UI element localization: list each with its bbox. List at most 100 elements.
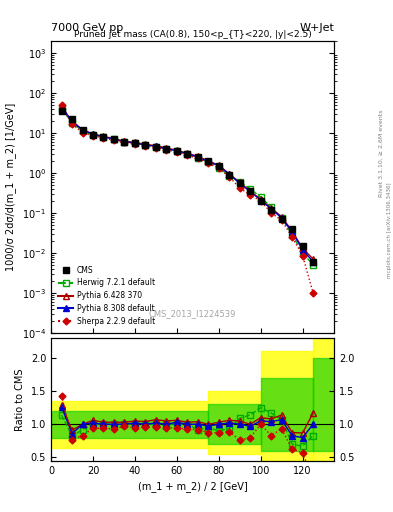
- Pythia 8.308 default: [143, 142, 148, 148]
- CMS: [206, 158, 211, 164]
- Sherpa 2.2.9 default: [258, 198, 263, 204]
- Herwig 7.2.1 default: [80, 128, 85, 134]
- Pythia 8.308 default: [237, 180, 242, 186]
- Sherpa 2.2.9 default: [132, 141, 137, 147]
- CMS: [217, 163, 221, 169]
- Pythia 6.428 370: [195, 153, 200, 159]
- Sherpa 2.2.9 default: [112, 137, 116, 143]
- Sherpa 2.2.9 default: [279, 217, 284, 223]
- Herwig 7.2.1 default: [59, 106, 64, 112]
- Herwig 7.2.1 default: [206, 159, 211, 165]
- Pythia 8.308 default: [206, 158, 211, 164]
- CMS: [227, 172, 231, 178]
- CMS: [237, 180, 242, 186]
- Legend: CMS, Herwig 7.2.1 default, Pythia 6.428 370, Pythia 8.308 default, Sherpa 2.2.9 : CMS, Herwig 7.2.1 default, Pythia 6.428 …: [55, 263, 158, 329]
- Herwig 7.2.1 default: [91, 132, 95, 138]
- Pythia 8.308 default: [70, 119, 74, 125]
- Herwig 7.2.1 default: [174, 148, 179, 154]
- Text: mcplots.cern.ch [arXiv:1306.3436]: mcplots.cern.ch [arXiv:1306.3436]: [387, 183, 391, 278]
- Pythia 8.308 default: [164, 146, 169, 152]
- Sherpa 2.2.9 default: [300, 252, 305, 259]
- Herwig 7.2.1 default: [311, 262, 316, 268]
- Pythia 6.428 370: [311, 256, 316, 262]
- Line: Herwig 7.2.1 default: Herwig 7.2.1 default: [59, 106, 316, 268]
- Herwig 7.2.1 default: [227, 173, 231, 179]
- Pythia 8.308 default: [59, 104, 64, 110]
- Pythia 6.428 370: [185, 150, 190, 156]
- Sherpa 2.2.9 default: [227, 174, 231, 180]
- Pythia 6.428 370: [248, 188, 253, 194]
- Herwig 7.2.1 default: [132, 140, 137, 146]
- Sherpa 2.2.9 default: [206, 160, 211, 166]
- Herwig 7.2.1 default: [269, 204, 274, 210]
- Herwig 7.2.1 default: [195, 155, 200, 161]
- Herwig 7.2.1 default: [290, 232, 294, 238]
- Herwig 7.2.1 default: [70, 120, 74, 126]
- Pythia 8.308 default: [258, 197, 263, 203]
- Sherpa 2.2.9 default: [174, 149, 179, 155]
- Sherpa 2.2.9 default: [143, 143, 148, 149]
- Pythia 6.428 370: [70, 118, 74, 124]
- Pythia 8.308 default: [112, 136, 116, 142]
- Pythia 6.428 370: [91, 131, 95, 137]
- Herwig 7.2.1 default: [112, 136, 116, 142]
- CMS: [300, 243, 305, 249]
- Herwig 7.2.1 default: [154, 144, 158, 150]
- Y-axis label: 1000/σ 2dσ/d(m_1 + m_2) [1/GeV]: 1000/σ 2dσ/d(m_1 + m_2) [1/GeV]: [6, 103, 17, 271]
- Line: Sherpa 2.2.9 default: Sherpa 2.2.9 default: [59, 102, 316, 295]
- Sherpa 2.2.9 default: [164, 146, 169, 153]
- CMS: [112, 136, 116, 142]
- Pythia 6.428 370: [300, 245, 305, 251]
- CMS: [269, 207, 274, 213]
- Line: Pythia 6.428 370: Pythia 6.428 370: [59, 104, 316, 262]
- CMS: [132, 140, 137, 146]
- Text: CMS_2013_I1224539: CMS_2013_I1224539: [149, 309, 236, 318]
- Pythia 6.428 370: [258, 196, 263, 202]
- Text: 7000 GeV pp: 7000 GeV pp: [51, 23, 123, 33]
- Pythia 6.428 370: [279, 214, 284, 220]
- CMS: [101, 134, 106, 140]
- Herwig 7.2.1 default: [101, 134, 106, 140]
- Sherpa 2.2.9 default: [70, 121, 74, 127]
- Pythia 8.308 default: [185, 151, 190, 157]
- X-axis label: (m_1 + m_2) / 2 [GeV]: (m_1 + m_2) / 2 [GeV]: [138, 481, 248, 492]
- Pythia 8.308 default: [195, 154, 200, 160]
- Pythia 6.428 370: [206, 158, 211, 164]
- Pythia 8.308 default: [91, 131, 95, 137]
- Pythia 8.308 default: [279, 215, 284, 221]
- Pythia 8.308 default: [290, 229, 294, 235]
- CMS: [59, 108, 64, 114]
- Sherpa 2.2.9 default: [237, 185, 242, 191]
- Herwig 7.2.1 default: [217, 165, 221, 171]
- Herwig 7.2.1 default: [122, 139, 127, 145]
- Sherpa 2.2.9 default: [195, 155, 200, 161]
- Pythia 8.308 default: [248, 188, 253, 195]
- Sherpa 2.2.9 default: [217, 165, 221, 172]
- CMS: [80, 126, 85, 133]
- Sherpa 2.2.9 default: [154, 144, 158, 151]
- Pythia 6.428 370: [80, 126, 85, 133]
- Sherpa 2.2.9 default: [290, 234, 294, 240]
- CMS: [122, 139, 127, 145]
- Pythia 6.428 370: [132, 139, 137, 145]
- Pythia 8.308 default: [101, 134, 106, 140]
- Pythia 6.428 370: [269, 205, 274, 211]
- Pythia 8.308 default: [174, 147, 179, 154]
- Sherpa 2.2.9 default: [248, 192, 253, 198]
- Text: W+Jet: W+Jet: [299, 23, 334, 33]
- Sherpa 2.2.9 default: [59, 102, 64, 108]
- Pythia 6.428 370: [164, 145, 169, 151]
- Pythia 8.308 default: [132, 140, 137, 146]
- CMS: [248, 188, 253, 194]
- Herwig 7.2.1 default: [164, 146, 169, 152]
- Herwig 7.2.1 default: [258, 194, 263, 200]
- Herwig 7.2.1 default: [279, 215, 284, 221]
- Herwig 7.2.1 default: [143, 142, 148, 148]
- Pythia 8.308 default: [311, 259, 316, 265]
- Pythia 6.428 370: [112, 136, 116, 142]
- Pythia 8.308 default: [154, 143, 158, 150]
- Pythia 8.308 default: [269, 206, 274, 212]
- Pythia 6.428 370: [290, 228, 294, 234]
- Pythia 6.428 370: [174, 147, 179, 153]
- Sherpa 2.2.9 default: [122, 139, 127, 145]
